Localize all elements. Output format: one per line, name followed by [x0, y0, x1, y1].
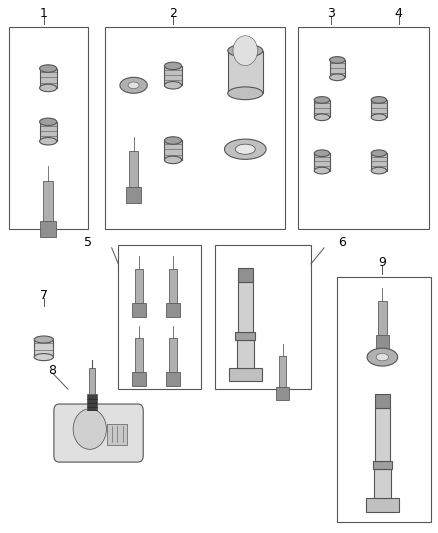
Ellipse shape	[225, 139, 266, 159]
Ellipse shape	[34, 353, 53, 361]
Bar	[378, 301, 387, 336]
Bar	[371, 100, 387, 117]
Bar	[89, 368, 95, 394]
Bar	[229, 368, 262, 381]
Ellipse shape	[329, 56, 345, 63]
Bar	[169, 338, 177, 374]
Bar	[39, 69, 57, 88]
Text: 6: 6	[338, 236, 346, 249]
Ellipse shape	[371, 150, 387, 157]
Ellipse shape	[314, 114, 330, 120]
Bar	[314, 154, 330, 171]
Ellipse shape	[120, 77, 147, 93]
Bar	[374, 408, 390, 461]
Ellipse shape	[164, 156, 182, 164]
FancyBboxPatch shape	[54, 404, 143, 462]
Bar	[9, 27, 88, 229]
Ellipse shape	[329, 74, 345, 80]
Ellipse shape	[376, 353, 389, 361]
Bar	[87, 394, 97, 410]
Bar	[276, 387, 289, 400]
Bar	[372, 461, 392, 469]
Ellipse shape	[39, 138, 57, 145]
Bar	[43, 181, 53, 222]
Bar	[314, 100, 330, 117]
Bar	[107, 424, 127, 445]
Bar	[129, 150, 138, 189]
Bar	[371, 154, 387, 171]
Ellipse shape	[228, 44, 263, 57]
Bar	[237, 340, 254, 368]
Ellipse shape	[371, 114, 387, 120]
Bar	[374, 394, 390, 408]
Bar	[366, 498, 399, 512]
Bar	[375, 335, 389, 349]
Bar	[105, 27, 285, 229]
Ellipse shape	[164, 82, 182, 89]
Bar	[337, 277, 431, 522]
Ellipse shape	[314, 150, 330, 157]
Circle shape	[73, 409, 106, 449]
Bar	[228, 51, 263, 93]
Bar	[374, 469, 391, 498]
Bar	[126, 187, 141, 203]
Bar	[118, 245, 201, 389]
Ellipse shape	[371, 96, 387, 103]
Ellipse shape	[371, 167, 387, 174]
Bar	[279, 356, 286, 388]
Ellipse shape	[164, 62, 182, 70]
Text: 4: 4	[395, 7, 403, 20]
Ellipse shape	[367, 348, 398, 366]
Circle shape	[233, 36, 258, 66]
Text: 7: 7	[40, 289, 48, 302]
Bar	[135, 338, 144, 374]
Ellipse shape	[314, 96, 330, 103]
Bar	[215, 245, 311, 389]
Text: 1: 1	[40, 7, 48, 20]
Text: 5: 5	[84, 236, 92, 249]
Bar	[40, 221, 56, 237]
Ellipse shape	[39, 65, 57, 72]
Text: 2: 2	[169, 7, 177, 20]
Ellipse shape	[314, 167, 330, 174]
Bar	[330, 60, 345, 77]
Bar	[132, 373, 146, 386]
Text: 8: 8	[49, 364, 57, 377]
Bar	[169, 269, 177, 304]
Bar	[34, 340, 53, 357]
Text: 3: 3	[327, 7, 335, 20]
Ellipse shape	[39, 84, 57, 92]
Bar	[166, 373, 180, 386]
Bar	[164, 141, 182, 160]
Ellipse shape	[34, 336, 53, 343]
Bar	[236, 332, 255, 340]
Ellipse shape	[128, 82, 139, 88]
Bar	[135, 269, 144, 304]
Bar	[166, 303, 180, 317]
Bar	[39, 122, 57, 141]
Ellipse shape	[235, 144, 255, 155]
Ellipse shape	[164, 137, 182, 144]
Ellipse shape	[228, 87, 263, 100]
Text: 9: 9	[378, 256, 386, 269]
Bar	[238, 281, 253, 332]
Bar	[132, 303, 146, 317]
Bar	[164, 66, 182, 85]
Bar	[298, 27, 429, 229]
Ellipse shape	[39, 118, 57, 126]
Bar	[238, 268, 253, 281]
